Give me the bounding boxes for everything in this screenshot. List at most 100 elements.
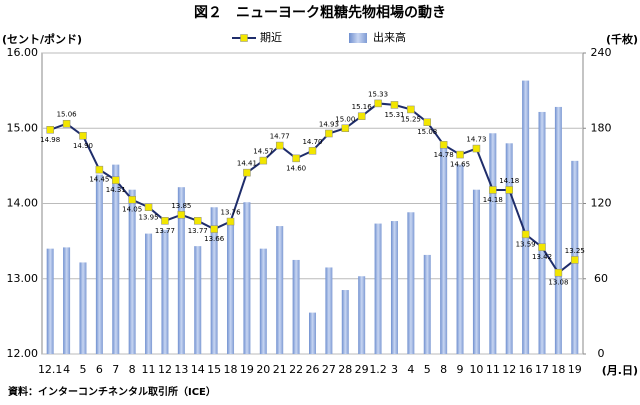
y2-tick-label: 60	[594, 272, 608, 285]
bar	[95, 174, 103, 354]
y-tick-label: 16.00	[7, 46, 39, 59]
bar	[46, 248, 54, 354]
marker	[161, 217, 169, 225]
bar	[440, 144, 448, 354]
bar	[259, 248, 267, 354]
marker	[275, 141, 284, 150]
data-label: 14.31	[106, 186, 126, 194]
data-label: 13.77	[188, 227, 208, 235]
bar	[243, 202, 251, 354]
data-label: 14.73	[466, 136, 486, 144]
bar	[423, 254, 431, 354]
x-tick-label: 11	[142, 363, 156, 376]
marker	[79, 132, 87, 140]
marker	[390, 101, 399, 109]
data-label: 14.98	[40, 136, 60, 144]
marker	[521, 230, 530, 239]
data-label: 14.45	[89, 176, 109, 184]
y-tick-label: 13.00	[7, 272, 39, 285]
data-label: 14.41	[237, 160, 257, 168]
data-label: 13.25	[565, 247, 585, 255]
x-tick-label: 19	[240, 363, 254, 376]
y2-axis-label: (千枚)	[606, 32, 638, 46]
bar	[554, 106, 562, 354]
data-label: 15.00	[335, 115, 355, 123]
data-label: 15.25	[401, 115, 421, 123]
x-tick-label: 5	[424, 363, 431, 376]
bar	[489, 133, 497, 354]
data-label: 14.90	[73, 142, 93, 150]
bar	[177, 187, 185, 354]
marker	[538, 243, 546, 251]
x-tick-label: 16	[519, 363, 533, 376]
marker	[357, 112, 366, 120]
legend-label: 期近	[260, 31, 282, 44]
x-tick-label: 5	[79, 363, 86, 376]
x-tick-label: 4	[63, 363, 70, 376]
marker	[456, 150, 464, 159]
data-label: 14.60	[286, 164, 306, 172]
bar	[390, 221, 398, 354]
x-tick-label: 28	[338, 363, 352, 376]
bar	[79, 262, 87, 354]
data-label: 13.76	[221, 209, 242, 217]
chart-title: 図２ ニューヨーク粗糖先物相場の動き	[194, 4, 446, 21]
data-label: 13.08	[548, 279, 568, 287]
x-tick-label: 13	[174, 363, 188, 376]
data-label: 14.18	[499, 177, 519, 185]
x-tick-label: 11	[486, 363, 500, 376]
marker	[46, 126, 54, 134]
marker	[341, 124, 350, 132]
x-tick-label: 19	[568, 363, 582, 376]
marker	[472, 144, 481, 153]
source: 資料：インターコンチネンタル取引所（ICE）	[8, 385, 216, 398]
data-label: 14.57	[253, 148, 273, 156]
marker	[210, 225, 218, 233]
y-tick-label: 14.00	[7, 197, 39, 210]
bar	[128, 189, 136, 354]
x-tick-label: 27	[322, 363, 336, 376]
y2-tick-label: 0	[598, 347, 605, 360]
x-tick-label: 1.2	[369, 363, 387, 376]
marker	[423, 118, 432, 126]
data-label: 14.78	[434, 151, 454, 159]
y-tick-label: 12.00	[7, 347, 39, 360]
x-tick-label: 17	[535, 363, 549, 376]
marker	[374, 99, 382, 108]
marker	[554, 268, 563, 277]
data-label: 14.77	[270, 133, 290, 141]
bar	[538, 111, 546, 354]
data-label: 14.70	[302, 138, 322, 146]
bar	[227, 222, 235, 354]
y2-tick-label: 240	[591, 46, 612, 59]
bar	[472, 189, 480, 354]
data-label: 13.85	[171, 202, 191, 210]
x-tick-label: 14	[191, 363, 205, 376]
bar	[63, 247, 71, 354]
legend-marker	[240, 34, 248, 42]
legend-label: 出来高	[373, 30, 406, 44]
marker	[489, 186, 497, 194]
y2-tick-label: 120	[591, 197, 612, 210]
x-tick-label: 10	[469, 363, 483, 376]
x-tick-label: 6	[96, 363, 103, 376]
data-label: 15.31	[384, 111, 404, 119]
x-tick-label: 18	[224, 363, 238, 376]
y-tick-label: 15.00	[7, 121, 39, 134]
data-label: 15.08	[417, 128, 437, 136]
data-label: 13.66	[204, 235, 225, 243]
bar	[407, 212, 415, 354]
x-tick-label: 22	[289, 363, 303, 376]
marker	[292, 154, 300, 163]
bar	[522, 80, 530, 354]
bar	[161, 229, 169, 354]
marker	[243, 168, 251, 177]
bar	[112, 164, 120, 354]
bar	[325, 267, 333, 354]
x-tick-label: 18	[551, 363, 565, 376]
data-label: 13.95	[139, 213, 159, 221]
bar	[456, 164, 464, 354]
x-tick-label: 3	[391, 363, 398, 376]
data-label: 14.18	[483, 196, 503, 204]
